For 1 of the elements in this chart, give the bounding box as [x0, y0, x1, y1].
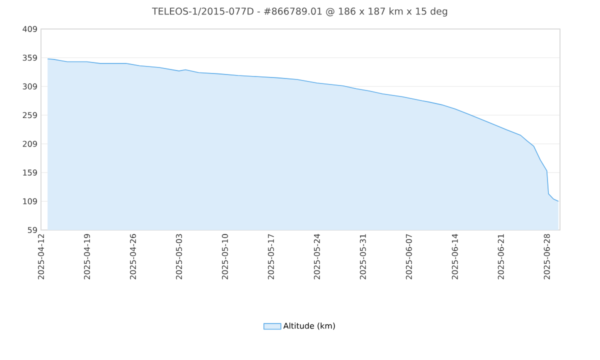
- chart-title: TELEOS-1/2015-077D - #866789.01 @ 186 x 187 km x 15 deg: [152, 7, 448, 17]
